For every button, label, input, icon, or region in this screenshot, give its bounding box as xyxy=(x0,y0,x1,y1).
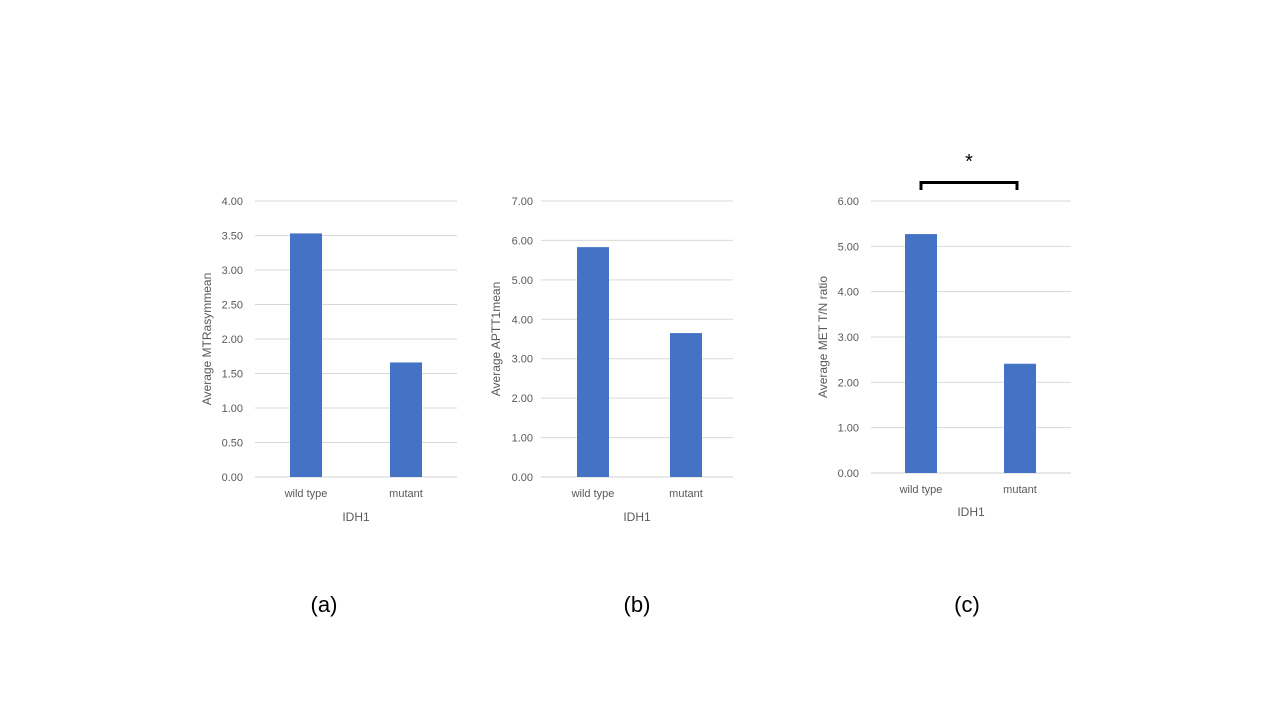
y-tick-label: 2.00 xyxy=(512,393,533,405)
significance-star: * xyxy=(965,151,973,173)
x-tick-label: wild type xyxy=(284,488,328,500)
bar-mutant xyxy=(670,333,702,477)
y-tick-label: 3.00 xyxy=(838,332,859,344)
y-tick-label: 0.00 xyxy=(512,472,533,484)
x-tick-label: mutant xyxy=(1003,484,1037,496)
y-tick-label: 5.00 xyxy=(838,241,859,253)
chart-b: 0.00 1.00 2.00 3.00 4.00 5.00 6.00 7.00 wild typ… xyxy=(489,196,733,617)
x-axis-title: IDH1 xyxy=(957,505,985,519)
y-tick-label: 3.00 xyxy=(222,265,243,277)
y-tick-label: 4.00 xyxy=(512,314,533,326)
y-tick-label: 1.00 xyxy=(838,423,859,435)
y-tick-label: 4.00 xyxy=(222,196,243,208)
y-tick-label: 3.00 xyxy=(512,354,533,366)
y-axis-title: Average MTRasymmean xyxy=(200,273,214,406)
x-axis-title: IDH1 xyxy=(623,510,651,524)
chart-a: 0.00 0.50 1.00 1.50 2.00 2.50 3.00 3.50 4.00 wild… xyxy=(200,196,457,617)
x-tick-label: mutant xyxy=(669,488,703,500)
bar-wild-type xyxy=(290,233,322,477)
x-axis-title: IDH1 xyxy=(342,510,370,524)
y-axis-title: Average MET T/N ratio xyxy=(816,276,830,398)
y-tick-label: 6.00 xyxy=(838,196,859,208)
x-tick-label: mutant xyxy=(389,488,423,500)
y-tick-label: 4.00 xyxy=(838,287,859,299)
bar-wild-type xyxy=(577,247,609,477)
bar-wild-type xyxy=(905,234,937,473)
y-tick-label: 1.50 xyxy=(222,369,243,381)
y-tick-label: 1.00 xyxy=(222,403,243,415)
y-tick-label: 6.00 xyxy=(512,235,533,247)
bar-mutant xyxy=(390,362,422,477)
y-tick-label: 0.00 xyxy=(222,472,243,484)
chart-c: 0.00 1.00 2.00 3.00 4.00 5.00 6.00 wild type mut… xyxy=(816,151,1071,617)
significance-bracket xyxy=(919,181,1019,190)
y-tick-label: 0.50 xyxy=(222,438,243,450)
y-tick-label: 5.00 xyxy=(512,275,533,287)
y-tick-label: 2.50 xyxy=(222,300,243,312)
y-axis-title: Average APTT1mean xyxy=(489,282,503,397)
y-tick-label: 2.00 xyxy=(222,334,243,346)
bar-mutant xyxy=(1004,363,1036,473)
y-tick-label: 0.00 xyxy=(838,468,859,480)
y-tick-label: 3.50 xyxy=(222,231,243,243)
panel-caption: (a) xyxy=(311,592,338,617)
y-tick-label: 1.00 xyxy=(512,433,533,445)
x-tick-label: wild type xyxy=(899,484,943,496)
panel-caption: (c) xyxy=(954,592,980,617)
x-tick-label: wild type xyxy=(571,488,615,500)
y-tick-label: 7.00 xyxy=(512,196,533,208)
y-tick-label: 2.00 xyxy=(838,377,859,389)
panel-caption: (b) xyxy=(624,592,651,617)
